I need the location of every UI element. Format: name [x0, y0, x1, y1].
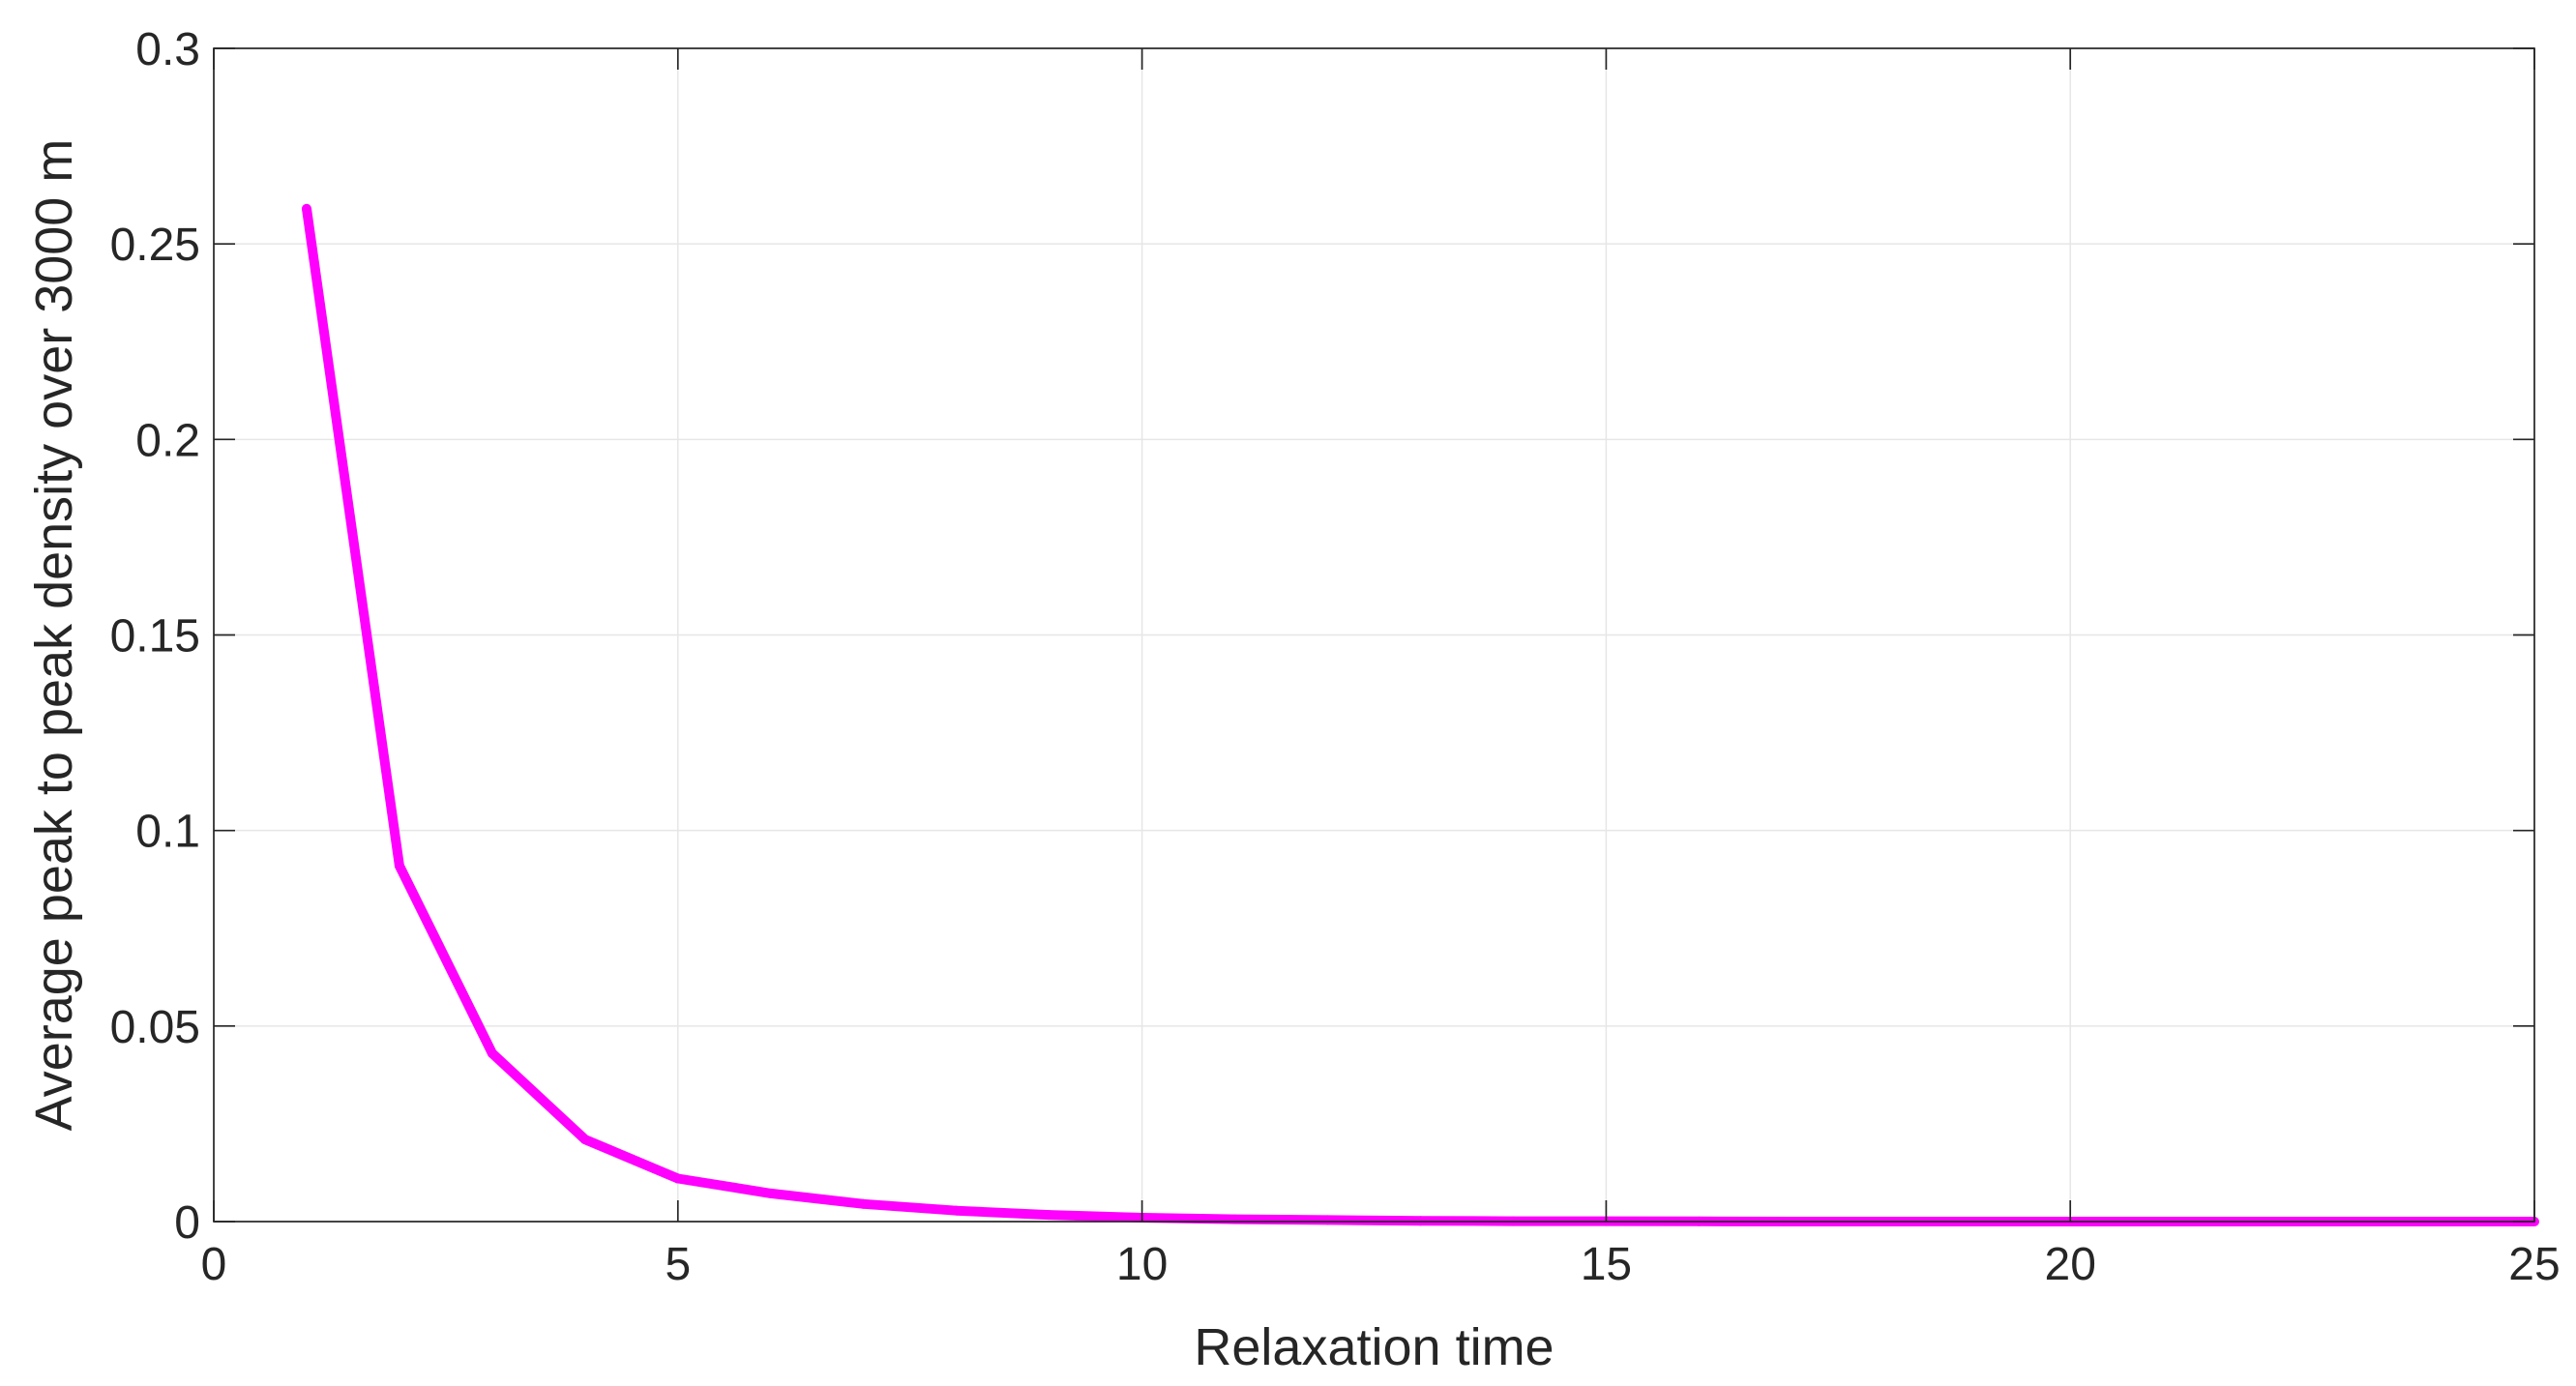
y-axis-label: Average peak to peak density over 3000 m: [25, 139, 83, 1132]
data-point: [858, 1198, 869, 1209]
data-point: [951, 1205, 962, 1216]
y-tick-label: 0.3: [135, 24, 200, 75]
data-point: [301, 203, 311, 214]
y-tick-label: 0.05: [110, 1002, 200, 1053]
data-point: [1229, 1214, 1240, 1224]
x-tick-label: 20: [2045, 1239, 2096, 1290]
y-tick-label: 0.15: [110, 611, 200, 663]
data-point: [487, 1048, 497, 1059]
data-point: [1044, 1210, 1054, 1221]
tick-marks: [213, 47, 2535, 1223]
x-tick-label: 10: [1116, 1239, 1168, 1290]
x-axis-label: Relaxation time: [1194, 1318, 1554, 1376]
y-tick-label: 0.25: [110, 220, 200, 271]
y-tick-label: 0.2: [135, 415, 200, 466]
y-tick-label: 0.1: [135, 807, 200, 858]
x-tick-label: 0: [201, 1239, 227, 1290]
data-point: [579, 1135, 590, 1145]
data-point: [672, 1173, 683, 1184]
y-tick-label: 0: [174, 1197, 200, 1249]
data-point: [1322, 1215, 1333, 1225]
data-series: [301, 203, 2539, 1226]
x-tick-label: 25: [2508, 1239, 2560, 1290]
x-tick-label: 15: [1581, 1239, 1632, 1290]
x-tick-label: 5: [665, 1239, 691, 1290]
y-tick-labels: 0 0.05 0.1 0.15 0.2 0.25 0.3: [110, 24, 200, 1249]
data-point: [394, 861, 404, 871]
data-point: [765, 1188, 776, 1198]
x-tick-labels: 0 5 10 15 20 25: [201, 1239, 2561, 1290]
grid-lines: [213, 47, 2535, 1223]
series-line: [302, 208, 2534, 1226]
